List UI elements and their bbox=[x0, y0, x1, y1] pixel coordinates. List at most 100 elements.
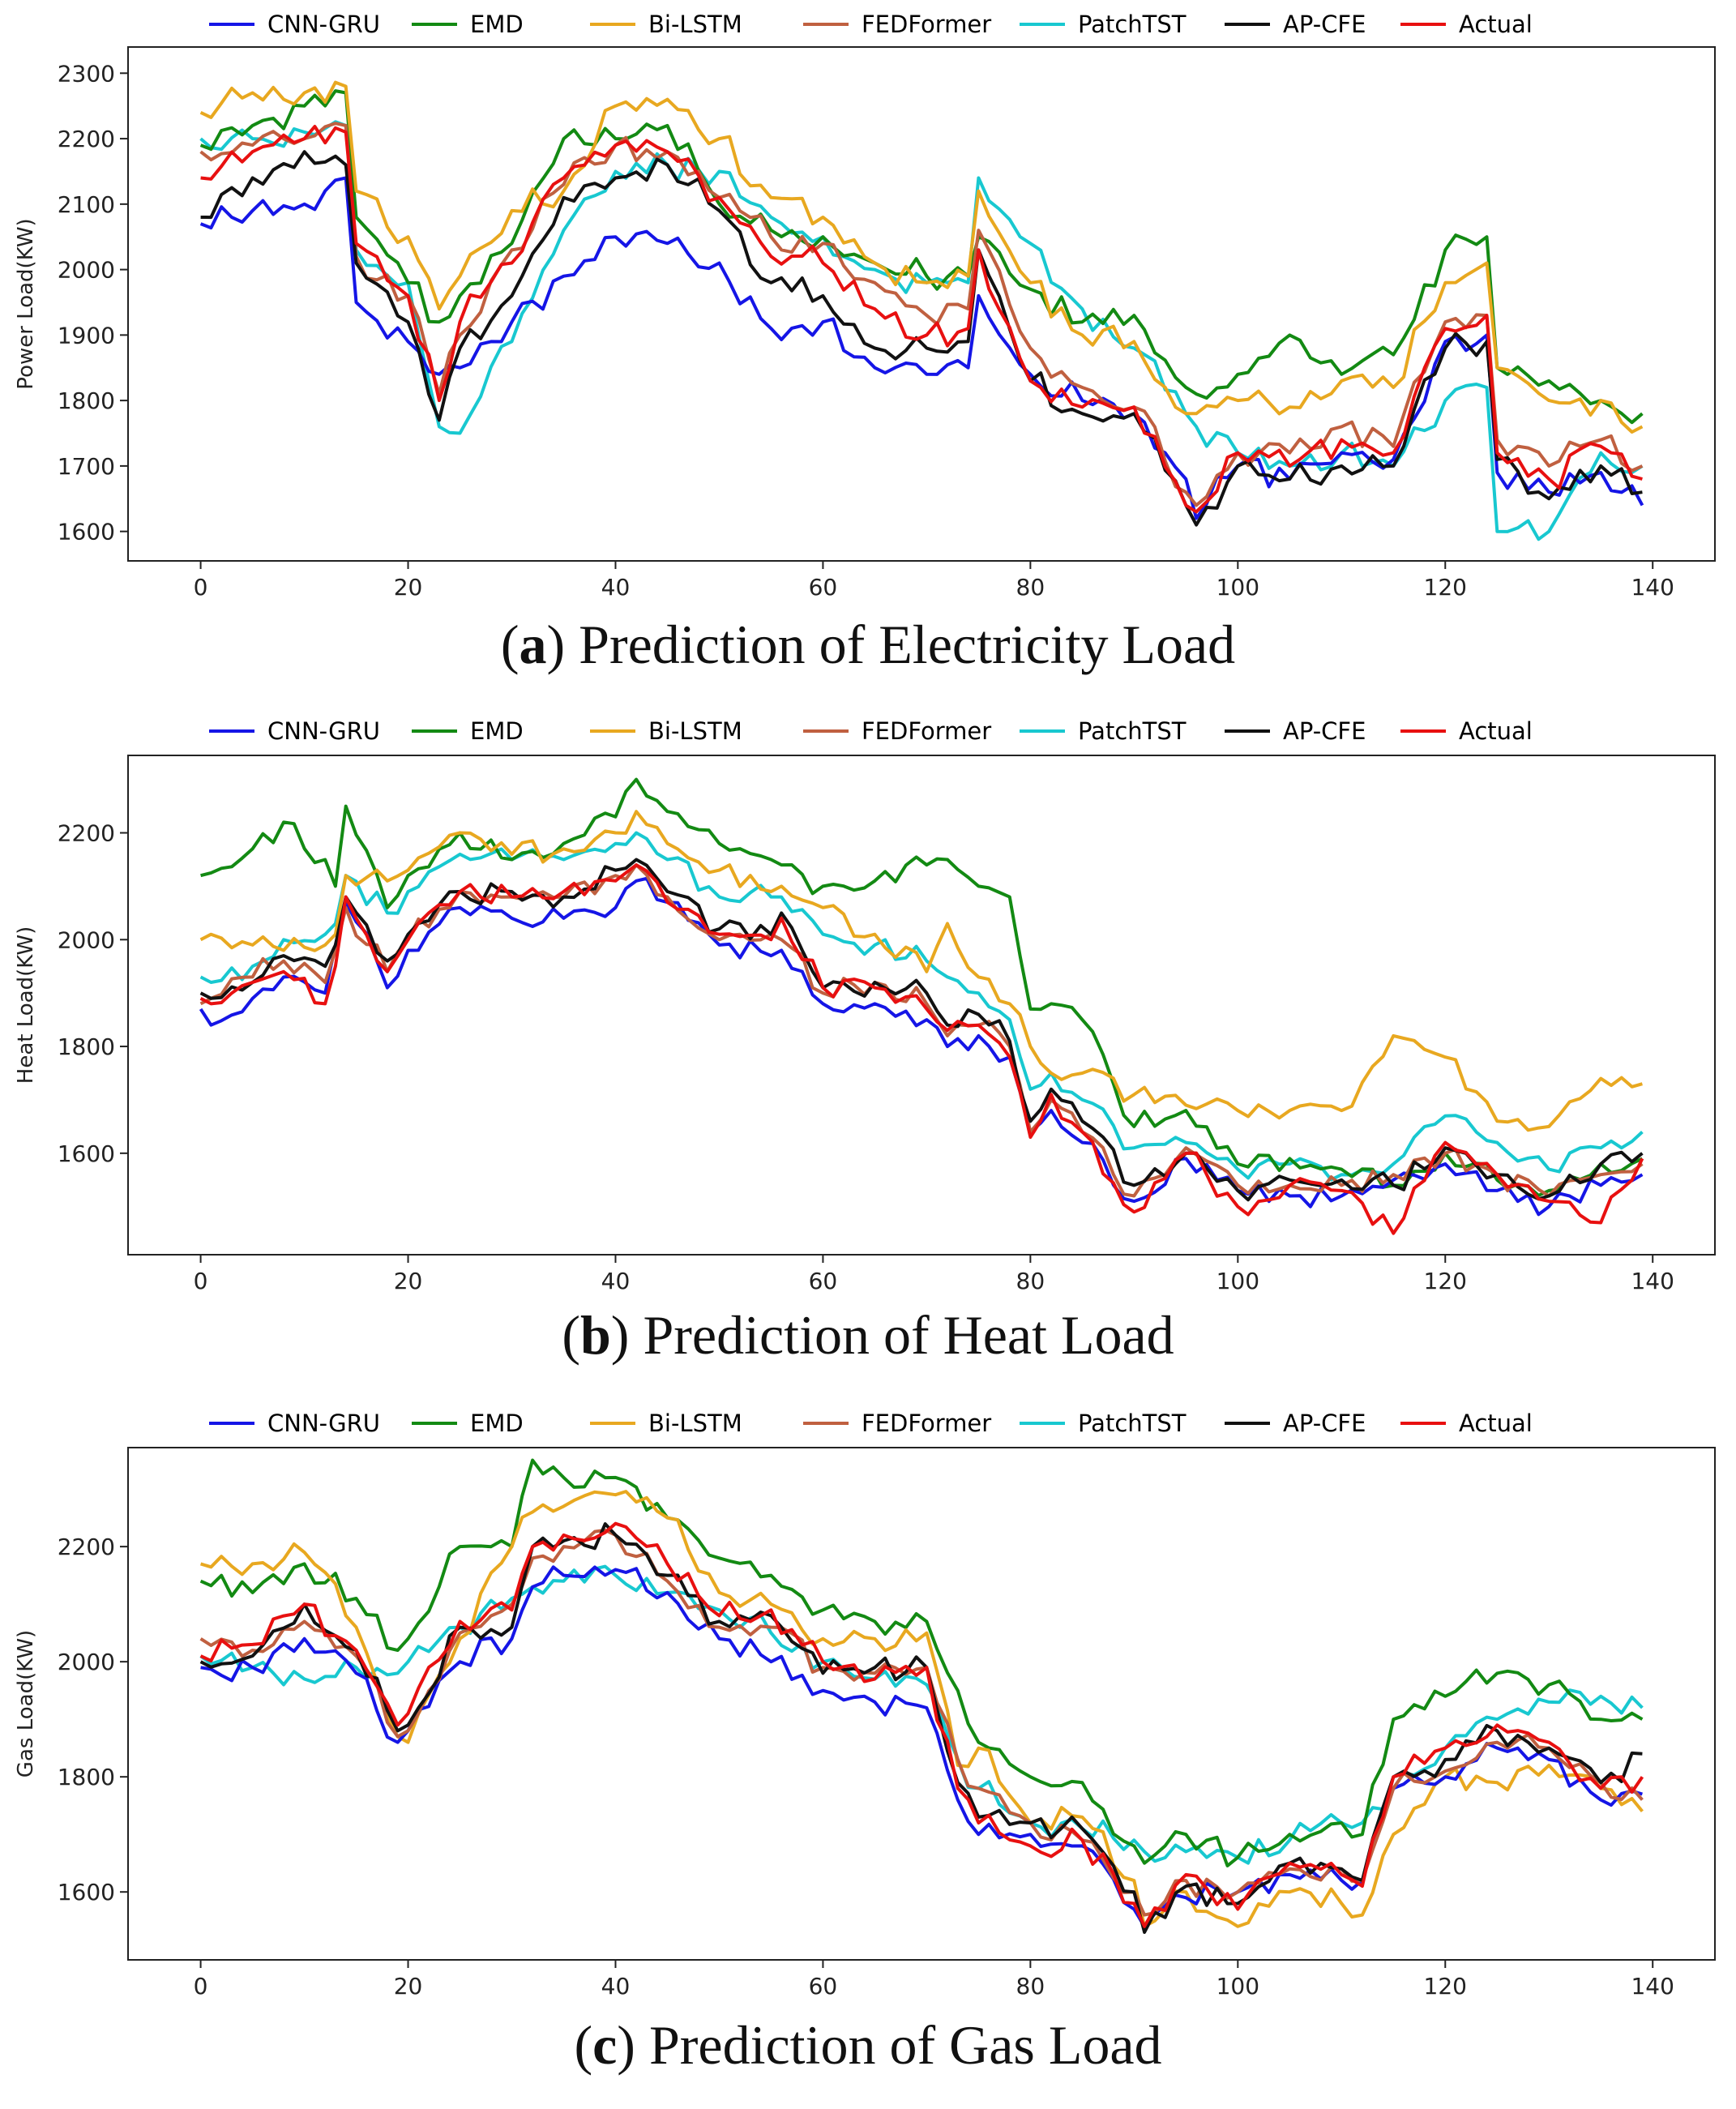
x-tick-label: 0 bbox=[194, 1268, 208, 1294]
legend-label: CNN-GRU bbox=[267, 11, 380, 38]
caption-letter: c bbox=[592, 2014, 617, 2076]
series-group bbox=[199, 80, 1644, 541]
y-axis-label: Gas Load(KW) bbox=[14, 1630, 38, 1777]
y-tick-label: 2000 bbox=[58, 926, 115, 953]
caption-letter: b bbox=[580, 1304, 611, 1366]
plot-frame bbox=[127, 1447, 1716, 1961]
legend-label: PatchTST bbox=[1078, 11, 1187, 38]
x-tick-label: 100 bbox=[1216, 574, 1259, 601]
series-line-emd bbox=[199, 89, 1644, 425]
x-tick-label: 40 bbox=[601, 574, 631, 601]
y-tick-label: 1600 bbox=[58, 519, 115, 545]
y-tick-label: 1800 bbox=[58, 1033, 115, 1060]
x-tick-label: 120 bbox=[1424, 574, 1467, 601]
caption-text: Prediction of Electricity Load bbox=[565, 614, 1235, 675]
legend-label: Bi-LSTM bbox=[648, 717, 742, 745]
x-tick-label: 0 bbox=[194, 574, 208, 601]
series-line-patchtst bbox=[199, 120, 1644, 541]
x-tick-label: 60 bbox=[809, 574, 838, 601]
panel-caption: (b) Prediction of Heat Load bbox=[562, 1304, 1174, 1366]
series-line-emd bbox=[199, 1458, 1644, 1867]
x-tick-label: 140 bbox=[1631, 1268, 1674, 1294]
y-tick-label: 2200 bbox=[58, 1534, 115, 1560]
y-tick-label: 2100 bbox=[58, 191, 115, 218]
legend: CNN-GRU EMD Bi-LSTM FEDFormer PatchTST AP-CFE… bbox=[209, 717, 1533, 745]
series-line-actual bbox=[199, 1521, 1644, 1928]
y-tick-label: 1900 bbox=[58, 322, 115, 349]
y-axis-label: Heat Load(KW) bbox=[14, 926, 38, 1084]
series-line-emd bbox=[200, 777, 1644, 1197]
series-line-ap-cfe bbox=[199, 858, 1644, 1202]
caption-letter: a bbox=[519, 614, 546, 675]
legend-label: EMD bbox=[470, 1410, 524, 1437]
x-tick-label: 120 bbox=[1424, 1973, 1467, 2000]
panel-caption: (c) Prediction of Gas Load bbox=[574, 2014, 1161, 2076]
y-tick-label: 1600 bbox=[58, 1140, 115, 1167]
legend-label: Bi-LSTM bbox=[648, 1410, 742, 1437]
series-line-actual bbox=[200, 125, 1643, 514]
series-line-fedformer bbox=[199, 122, 1644, 507]
series-line-actual bbox=[199, 863, 1644, 1235]
legend: CNN-GRU EMD Bi-LSTM FEDFormer PatchTST AP-CFE… bbox=[209, 11, 1533, 38]
legend-label: Bi-LSTM bbox=[648, 11, 742, 38]
x-tick-label: 80 bbox=[1016, 1973, 1045, 2000]
legend-label: EMD bbox=[470, 11, 524, 38]
legend-label: EMD bbox=[470, 717, 524, 745]
y-tick-label: 1600 bbox=[58, 1879, 115, 1906]
legend-label: AP-CFE bbox=[1283, 717, 1366, 745]
series-line-bi-lstm bbox=[199, 80, 1644, 434]
x-tick-label: 60 bbox=[809, 1268, 838, 1294]
legend-label: FEDFormer bbox=[862, 1410, 991, 1437]
plot-frame bbox=[127, 46, 1716, 562]
legend-label: FEDFormer bbox=[862, 717, 991, 745]
caption-paren-close: ) bbox=[617, 2014, 635, 2076]
series-line-patchtst bbox=[199, 831, 1644, 1182]
y-tick-label: 2200 bbox=[58, 126, 115, 152]
x-tick-label: 20 bbox=[394, 1973, 423, 2000]
legend-label: Actual bbox=[1459, 11, 1533, 38]
series-line-cnn-gru bbox=[199, 876, 1644, 1217]
y-axis-label: Power Load(KW) bbox=[14, 218, 38, 389]
legend-label: PatchTST bbox=[1078, 1410, 1187, 1437]
y-tick-label: 1800 bbox=[58, 387, 115, 414]
legend-label: CNN-GRU bbox=[267, 1410, 380, 1437]
y-tick-label: 1800 bbox=[58, 1764, 115, 1790]
series-line-fedformer bbox=[199, 863, 1644, 1198]
x-tick-label: 40 bbox=[601, 1973, 631, 2000]
x-tick-label: 140 bbox=[1631, 574, 1674, 601]
legend-label: FEDFormer bbox=[862, 11, 991, 38]
x-tick-label: 120 bbox=[1424, 1268, 1467, 1294]
y-tick-label: 2200 bbox=[58, 820, 115, 847]
legend-label: PatchTST bbox=[1078, 717, 1187, 745]
x-tick-label: 100 bbox=[1216, 1973, 1259, 2000]
legend-label: AP-CFE bbox=[1283, 1410, 1366, 1437]
legend-label: AP-CFE bbox=[1283, 11, 1366, 38]
series-line-cnn-gru bbox=[200, 1565, 1643, 1928]
y-tick-label: 2000 bbox=[58, 1649, 115, 1675]
series-group bbox=[199, 1458, 1644, 1934]
caption-paren-open: ( bbox=[501, 614, 520, 675]
caption-paren-close: ) bbox=[611, 1304, 630, 1366]
x-tick-label: 0 bbox=[194, 1973, 208, 2000]
x-tick-label: 140 bbox=[1631, 1973, 1674, 2000]
legend: CNN-GRU EMD Bi-LSTM FEDFormer PatchTST AP-CFE… bbox=[209, 1410, 1533, 1437]
series-line-ap-cfe bbox=[200, 150, 1643, 527]
panel-caption: (a) Prediction of Electricity Load bbox=[501, 614, 1235, 675]
legend-label: Actual bbox=[1459, 717, 1533, 745]
x-tick-label: 80 bbox=[1016, 1268, 1045, 1294]
x-tick-label: 100 bbox=[1216, 1268, 1259, 1294]
x-tick-label: 80 bbox=[1016, 574, 1045, 601]
x-tick-label: 40 bbox=[601, 1268, 631, 1294]
series-line-bi-lstm bbox=[199, 810, 1643, 1132]
chart-panel-b: CNN-GRU EMD Bi-LSTM FEDFormer PatchTST AP-CFE… bbox=[14, 717, 1716, 1366]
x-tick-label: 20 bbox=[394, 574, 423, 601]
caption-paren-close: ) bbox=[546, 614, 565, 675]
caption-paren-open: ( bbox=[562, 1304, 580, 1366]
caption-text: Prediction of Gas Load bbox=[635, 2014, 1162, 2076]
legend-label: Actual bbox=[1459, 1410, 1533, 1437]
x-tick-label: 20 bbox=[394, 1268, 423, 1294]
caption-paren-open: ( bbox=[574, 2014, 592, 2076]
series-line-ap-cfe bbox=[199, 1522, 1643, 1934]
y-tick-label: 1700 bbox=[58, 453, 115, 480]
